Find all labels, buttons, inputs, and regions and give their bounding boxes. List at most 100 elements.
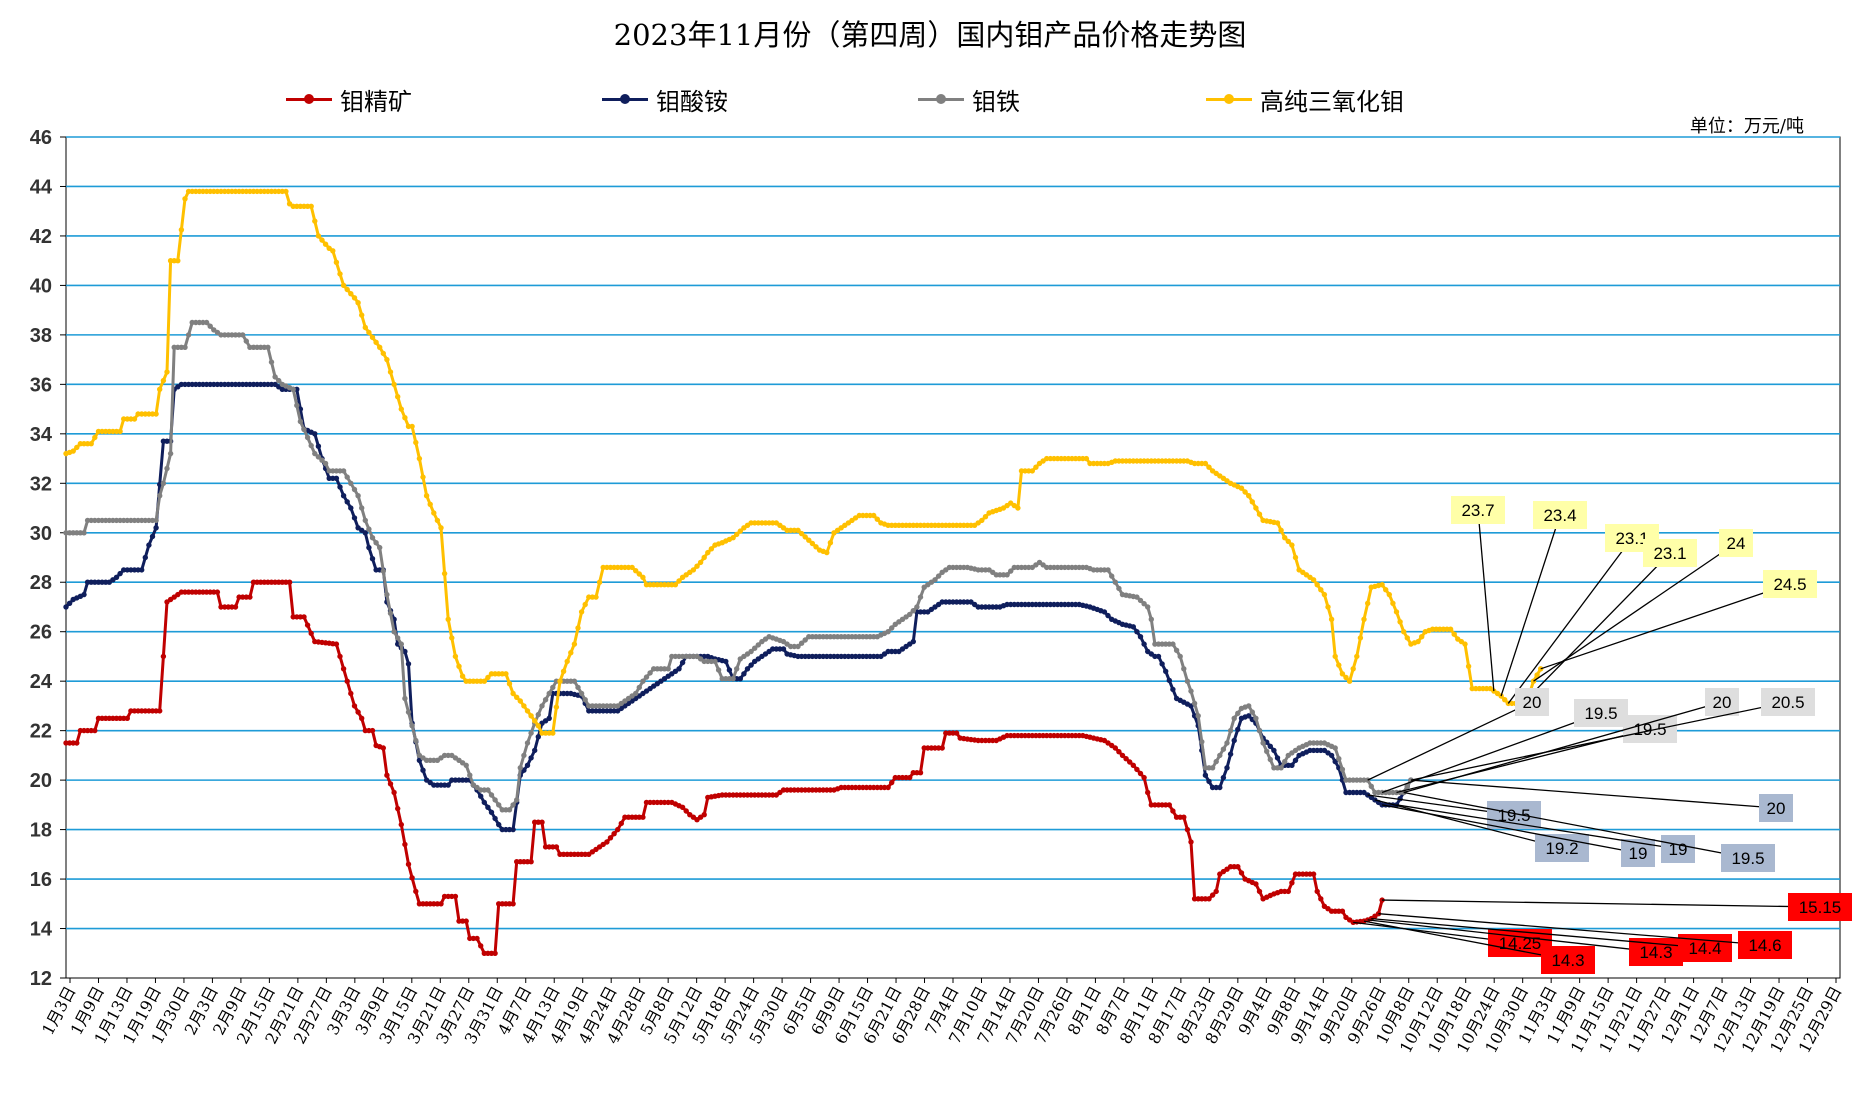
data-point <box>463 918 469 924</box>
y-tick-label: 30 <box>30 523 52 545</box>
data-point <box>1004 572 1010 578</box>
data-point <box>384 591 390 598</box>
data-point <box>380 568 386 574</box>
data-point <box>402 415 408 421</box>
data-point <box>1105 612 1111 619</box>
data-point <box>521 752 527 759</box>
callout-leader <box>1381 804 1639 854</box>
data-point <box>907 774 913 781</box>
data-point <box>798 530 805 537</box>
data-point <box>481 799 487 806</box>
y-tick-label: 18 <box>30 820 52 842</box>
data-point <box>726 676 733 682</box>
data-point <box>218 332 224 338</box>
data-point <box>1141 774 1147 781</box>
data-point <box>528 755 534 761</box>
data-point <box>1253 715 1259 721</box>
data-point <box>1015 505 1021 511</box>
y-tick-label: 26 <box>30 622 52 644</box>
data-point <box>633 690 639 697</box>
data-point <box>398 406 404 412</box>
data-point <box>1310 871 1317 877</box>
data-point <box>438 901 444 907</box>
data-point <box>615 826 621 833</box>
data-point <box>1361 616 1367 622</box>
y-tick-label: 32 <box>30 473 52 495</box>
data-point <box>409 723 415 729</box>
data-point <box>1181 814 1187 820</box>
data-point <box>535 723 541 729</box>
data-point <box>1217 784 1223 791</box>
data-point <box>1289 542 1295 548</box>
data-point <box>690 567 697 573</box>
data-point <box>395 635 401 641</box>
data-point <box>387 610 394 616</box>
y-tick-label: 28 <box>30 572 52 594</box>
data-point <box>1231 715 1237 721</box>
data-point <box>1256 888 1263 895</box>
data-point <box>1112 579 1119 585</box>
data-point <box>243 338 249 344</box>
callout-box <box>1533 501 1587 529</box>
data-label: 23.1 <box>1615 529 1648 548</box>
legend-swatch-gray <box>918 94 964 104</box>
data-label-callout: 24.5 <box>1540 570 1817 670</box>
callout-leader <box>1382 899 1821 908</box>
data-label-callout: 20 <box>1403 688 1739 794</box>
data-point <box>871 512 877 519</box>
data-point <box>679 659 686 666</box>
data-point <box>1339 908 1346 914</box>
data-point <box>164 369 170 375</box>
data-point <box>528 713 534 719</box>
data-point <box>889 779 895 786</box>
data-point <box>910 638 916 645</box>
data-label: 23.1 <box>1653 544 1686 563</box>
data-point <box>175 258 181 264</box>
data-point <box>852 634 859 640</box>
callout-leader <box>1367 919 1657 953</box>
data-point <box>1328 752 1335 759</box>
data-point <box>146 542 152 548</box>
data-point <box>697 559 704 566</box>
data-point <box>1271 747 1277 754</box>
data-point <box>1397 619 1403 625</box>
data-point <box>315 454 322 460</box>
data-point <box>1390 600 1396 606</box>
data-point <box>665 666 671 672</box>
data-point <box>503 671 509 677</box>
data-point <box>553 704 560 710</box>
data-point <box>1278 527 1284 533</box>
data-point <box>322 460 329 467</box>
data-label-callout: 14.6 <box>1378 913 1792 959</box>
data-point <box>510 901 516 907</box>
legend-label: 钼精矿 <box>340 88 412 116</box>
data-point <box>514 694 520 700</box>
data-point <box>405 861 412 867</box>
callout-box <box>1541 946 1595 974</box>
data-point <box>1170 458 1176 464</box>
data-point <box>571 678 578 684</box>
data-point <box>1282 758 1288 765</box>
data-point <box>377 544 383 551</box>
data-point <box>413 737 419 744</box>
data-point <box>661 582 668 588</box>
data-point <box>1465 663 1472 669</box>
data-point <box>607 835 614 841</box>
data-point <box>712 658 718 665</box>
data-point <box>535 711 541 718</box>
data-point <box>153 411 159 417</box>
data-point <box>355 709 361 715</box>
data-point <box>539 703 545 709</box>
data-point <box>553 844 560 850</box>
data-point <box>92 434 98 441</box>
data-point <box>1044 564 1050 571</box>
data-point <box>755 642 761 648</box>
data-point <box>1188 839 1194 845</box>
data-point <box>1314 582 1320 588</box>
data-point <box>575 684 581 691</box>
data-point <box>1246 713 1252 719</box>
data-point <box>359 715 365 721</box>
data-point <box>423 493 430 499</box>
data-point <box>319 237 325 243</box>
data-point <box>546 690 552 697</box>
